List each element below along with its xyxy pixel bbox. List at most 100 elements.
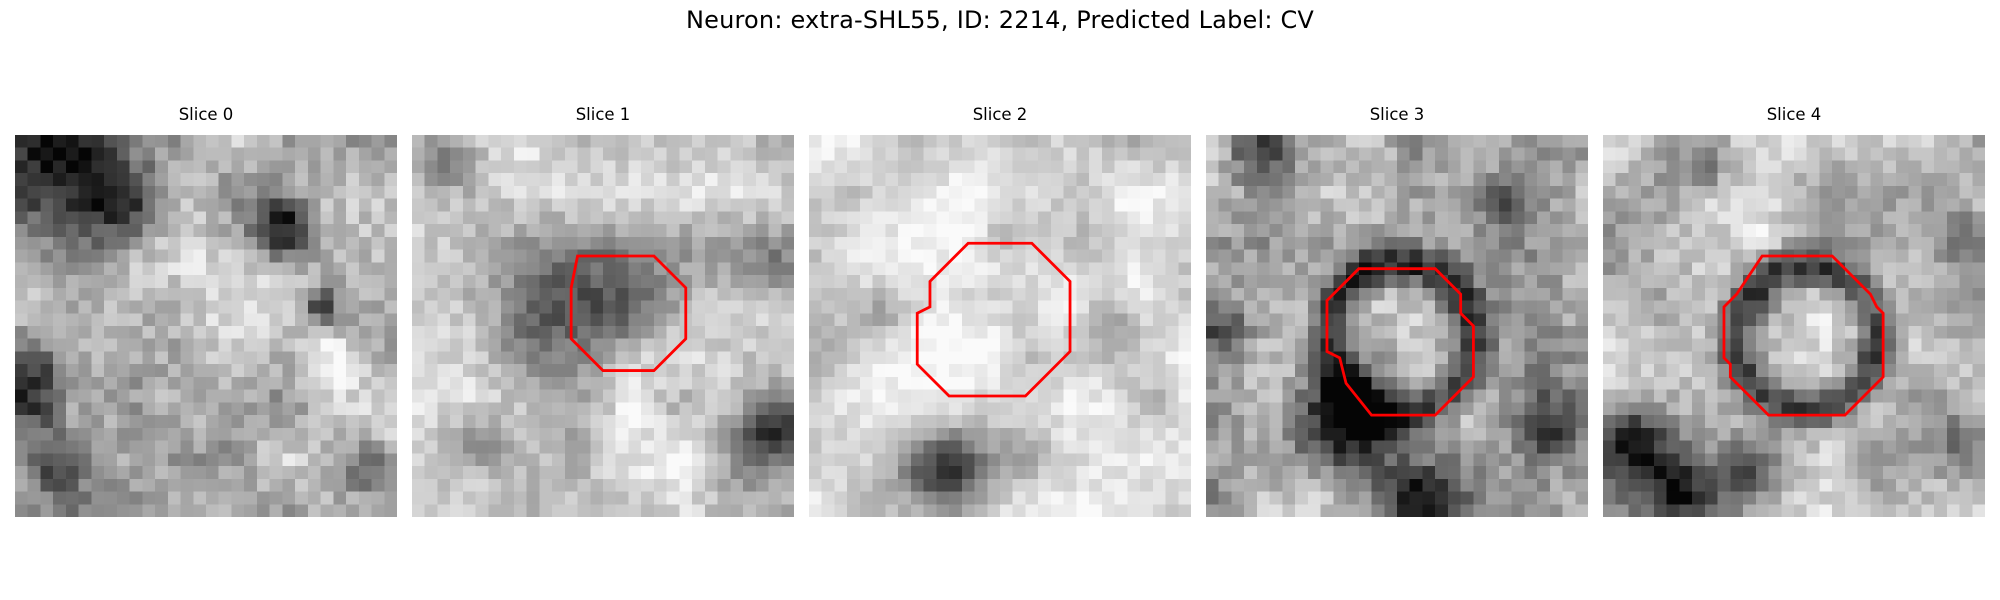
pixel	[193, 198, 207, 212]
pixel	[1806, 504, 1820, 517]
pixel	[628, 147, 642, 161]
pixel	[282, 453, 296, 467]
pixel	[450, 440, 464, 454]
pixel	[1704, 389, 1718, 403]
pixel	[1832, 376, 1846, 390]
pixel	[1575, 300, 1588, 314]
pixel	[1743, 287, 1757, 301]
pixel	[910, 249, 924, 263]
pixel	[923, 249, 937, 263]
pixel	[666, 453, 680, 467]
pixel	[1244, 491, 1258, 505]
pixel	[1152, 313, 1166, 327]
pixel	[910, 453, 924, 467]
pixel	[412, 313, 425, 327]
pixel	[1384, 466, 1398, 480]
pixel	[1692, 453, 1706, 467]
pixel	[1819, 326, 1833, 339]
pixel	[1358, 338, 1372, 352]
pixel	[218, 262, 232, 276]
pixel	[666, 173, 680, 187]
pixel	[1615, 427, 1629, 441]
pixel	[1050, 402, 1064, 416]
pixel	[1603, 275, 1616, 289]
pixel	[872, 262, 886, 276]
pixel	[1704, 236, 1718, 250]
pixel	[256, 491, 270, 505]
pixel	[1844, 440, 1858, 454]
pixel	[1063, 224, 1077, 238]
pixel	[1165, 236, 1179, 250]
pixel	[244, 326, 258, 339]
pixel	[628, 275, 642, 289]
pixel	[1768, 300, 1782, 314]
pixel	[1641, 300, 1655, 314]
pixel	[1050, 147, 1064, 161]
pixel	[218, 402, 232, 416]
pixel	[1524, 389, 1538, 403]
pixel	[1447, 236, 1461, 250]
pixel	[564, 415, 578, 429]
pixel	[1063, 440, 1077, 454]
pixel	[590, 185, 604, 199]
pixel	[834, 466, 848, 480]
pixel	[577, 147, 591, 161]
pixel	[1692, 364, 1706, 378]
pixel	[1473, 427, 1487, 441]
pixel	[1819, 173, 1833, 187]
pixel	[526, 185, 540, 199]
pixel	[193, 427, 207, 441]
pixel	[679, 453, 693, 467]
pixel	[1295, 287, 1309, 301]
pixel	[437, 173, 451, 187]
pixel	[307, 224, 321, 238]
pixel	[1857, 504, 1871, 517]
pixel	[1679, 504, 1693, 517]
pixel	[910, 236, 924, 250]
pixel	[1307, 275, 1321, 289]
pixel	[346, 211, 360, 225]
pixel	[513, 236, 527, 250]
pixel	[1832, 313, 1846, 327]
pixel	[692, 453, 706, 467]
pixel	[346, 402, 360, 416]
pixel	[1908, 262, 1922, 276]
pixel	[231, 478, 245, 492]
pixel	[1768, 351, 1782, 365]
pixel	[1127, 364, 1141, 378]
pixel	[1895, 491, 1909, 505]
pixel	[244, 160, 258, 174]
pixel	[552, 415, 566, 429]
pixel	[1447, 185, 1461, 199]
pixel	[1256, 262, 1270, 276]
pixel	[768, 364, 782, 378]
pixel	[1498, 236, 1512, 250]
pixel	[768, 389, 782, 403]
pixel	[206, 147, 219, 161]
pixel	[1972, 185, 1985, 199]
pixel	[1743, 402, 1757, 416]
pixel	[847, 275, 861, 289]
pixel	[987, 478, 1001, 492]
pixel	[412, 160, 425, 174]
pixel	[1397, 351, 1410, 365]
pixel	[346, 338, 360, 352]
pixel	[1666, 262, 1680, 276]
pixel	[475, 351, 489, 365]
pixel	[1282, 185, 1296, 199]
pixel	[1178, 173, 1191, 187]
pixel	[269, 389, 283, 403]
pixel	[1025, 402, 1039, 416]
pixel	[1730, 453, 1744, 467]
pixel	[961, 440, 975, 454]
pixel	[1844, 147, 1858, 161]
pixel	[1206, 440, 1219, 454]
pixel	[847, 504, 861, 517]
pixel	[384, 504, 397, 517]
pixel	[1460, 440, 1474, 454]
pixel	[437, 364, 451, 378]
pixel	[333, 504, 347, 517]
pixel	[53, 338, 67, 352]
pixel	[1806, 160, 1820, 174]
pixel	[320, 491, 334, 505]
